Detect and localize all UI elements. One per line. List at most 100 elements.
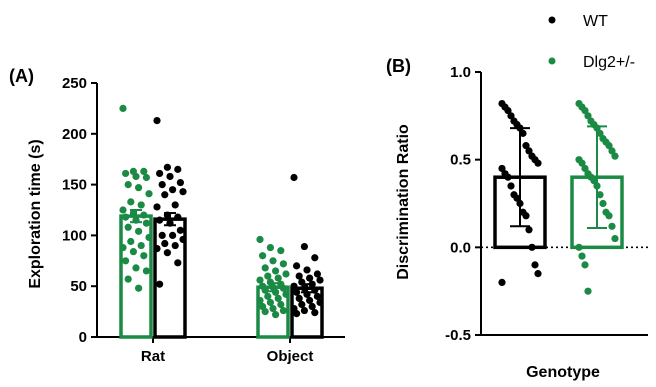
panel-a-data-point [179,235,187,244]
panel-a-data-point [127,198,135,206]
legend-marker-wt [548,16,556,24]
panel-a-data-point [132,216,140,224]
panel-a-data-point [153,116,161,125]
panel-b-data-point [611,234,619,243]
panel-a-data-point [140,167,148,175]
panel-b-data-point [584,287,592,295]
panel-a-data-point [264,272,272,280]
panel-a-data-point [174,259,182,267]
panel-a-data-point [129,248,137,256]
panel-a-data-point [171,241,179,250]
panel-a-data-point [266,298,274,307]
panel-a-data-point [119,206,127,214]
panel-b-data-point [599,199,607,208]
panel-a-data-point [156,216,164,224]
panel-b-data-point [498,278,506,286]
panel-b-data-point [605,142,613,150]
panel-a-data-point [119,243,127,252]
panel-b-data-point [596,129,604,137]
panel-a-y-tick-label: 200 [62,126,87,143]
panel-a-data-point [300,306,308,315]
panel-b-data-point [578,159,586,167]
panel-b-data-point [575,243,583,251]
panel-b-data-point [507,182,515,190]
panel-a-data-point [279,260,287,268]
panel-a-data-point [256,276,264,284]
legend-marker-dlg2 [548,57,556,65]
panel-b-data-point [534,159,542,167]
panel-a-data-point [277,300,285,309]
panel-a-bar [119,214,153,339]
panel-b-data-point [525,226,533,234]
panel-a-y-tick-label: 150 [62,177,87,194]
panel-a-data-point [158,231,166,239]
panel-b-data-point [525,147,533,155]
panel-a-data-point [282,270,290,278]
panel-a-data-point [300,284,308,292]
panel-a-data-point [176,178,184,187]
panel-a-data-point [308,280,316,288]
panel-b-data-point [590,177,598,185]
panel-a-y-tick-label: 100 [62,227,87,244]
panel-a-data-point [277,247,285,255]
panel-a-data-point [119,104,127,112]
panel-a-data-point [161,239,169,248]
panel-a-data-point [300,242,308,251]
panel-a: 0 50 100 150 200 250 Rat Object [62,75,345,365]
panel-b-data-point [596,191,604,199]
panel-b-y-tick-label: 0.0 [450,239,471,256]
panel-a-data-point [137,241,145,250]
panel-b-data-point [522,142,530,150]
panel-a-data-point [124,223,132,231]
panel-a-data-point [298,278,306,286]
panel-a-data-point [313,270,321,278]
panel-a-data-point [174,165,182,173]
panel-a-data-point [311,309,319,317]
panel-a-data-point [145,190,153,198]
panel-a-data-point [269,304,277,313]
panel-a-data-point [142,219,150,227]
panel-b-label: (B) [386,56,411,76]
panel-a-data-point [132,264,140,272]
panel-a-data-point [140,252,148,260]
panel-b-data-point [519,129,527,137]
panel-b-data-point [534,270,542,278]
panel-a-data-point [161,191,169,199]
panel-b-data-point [522,212,530,220]
panel-b-data-point [593,182,601,190]
panel-a-data-point [176,226,184,234]
panel-b-y-axis-title: Discrimination Ratio [395,124,412,280]
panel-a-data-point [295,272,303,280]
panel-a-data-point [282,290,290,298]
panel-a-data-point [306,296,314,305]
panel-a-data-point [259,252,267,260]
panel-a-data-point [142,173,150,182]
panel-a-data-point [166,172,174,181]
panel-a-data-point [261,308,269,316]
panel-a-data-point [295,294,303,302]
panel-a-data-point [135,184,143,192]
panel-a-data-point [290,282,298,290]
panel-a-data-point [122,213,130,221]
panel-a-label: (A) [9,66,34,86]
panel-b-data-point [608,147,616,155]
panel-a-data-point [127,237,135,246]
panel-a-data-point [256,296,264,305]
panel-a-data-point [122,169,130,178]
panel-a-data-point [132,172,140,181]
panel-a-data-point [274,274,282,282]
panel-b-data-point [581,164,589,173]
panel-a-data-point [163,211,171,219]
panel-a-data-point [129,209,137,217]
panel-a-data-point [163,249,171,257]
panel-a-data-point [174,213,182,221]
panel-a-data-point [308,302,316,311]
panel-a-data-point [142,267,150,275]
panel-a-data-point [158,181,166,189]
panel-a-data-point [272,288,280,296]
panel-a-data-point [272,267,280,275]
panel-a-data-point [256,235,264,244]
panel-b-data-point [581,261,589,269]
